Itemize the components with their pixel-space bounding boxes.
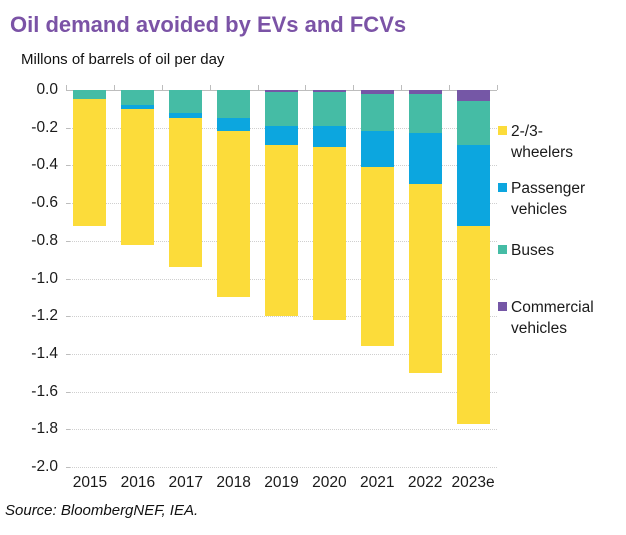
y-tick--1.6 [66,391,70,393]
y-label--1.6: -1.6 [31,382,58,400]
gridline--1.2 [66,316,497,318]
bar-2016-buses [121,90,155,106]
bar-2016-wheelers [121,108,155,245]
bar-2021-commercial [360,90,394,94]
x-tick-3 [209,85,211,90]
legend-swatch-commercial [498,302,507,311]
x-tick-4 [257,85,259,90]
bar-2022-commercial [408,90,442,94]
bar-2022-buses [408,93,442,134]
x-tick-0 [66,85,67,90]
legend-item-commercial: Commercial vehicles [498,297,623,339]
legend-item-wheelers: 2-/3- wheelers [498,121,623,163]
bar-2017-wheelers [169,118,203,268]
source-note: Source: BloombergNEF, IEA. [5,502,199,519]
x-label-2023e: 2023e [451,474,495,491]
gridline--1.4 [66,353,497,355]
y-label--1.4: -1.4 [31,344,58,362]
x-tick-9 [497,85,498,90]
y-label-0.0: 0.0 [36,81,58,98]
y-label--1.2: -1.2 [31,307,58,325]
gridline--1.8 [66,429,497,431]
bar-2020-buses [312,91,346,126]
bar-2020-wheelers [312,146,346,320]
legend-swatch-wheelers [498,126,507,135]
x-label-2019: 2019 [264,474,299,491]
x-label-2015: 2015 [72,474,108,491]
bar-2020-commercial [312,90,346,92]
legend-swatch-buses [498,245,507,254]
x-label-2021: 2021 [360,474,395,491]
x-label-2018: 2018 [216,474,251,491]
bar-2017-buses [169,90,203,113]
y-tick--1.0 [66,278,70,280]
bar-2023e-commercial [456,90,490,102]
x-tick-7 [401,85,403,90]
bar-2019-wheelers [265,144,298,317]
x-label-2022: 2022 [407,474,443,491]
y-tick--1.2 [66,316,70,318]
chart-title: Oil demand avoided by EVs and FCVs [10,12,407,37]
chart-subtitle: Millons of barrels of oil per day [21,51,225,68]
y-label--0.6: -0.6 [31,194,58,212]
bar-2023e-buses [456,101,490,145]
y-tick--0.2 [66,127,70,129]
bar-2022-passenger [408,133,442,185]
gridline--1.6 [66,391,497,393]
x-tick-5 [305,85,307,90]
bar-2021-passenger [360,131,394,168]
legend-label-wheelers: 2-/3- wheelers [511,123,574,161]
legend-item-buses: Buses [498,240,623,261]
bar-2018-buses [217,90,251,119]
y-tick--1.8 [66,429,70,431]
bar-2019-passenger [265,125,298,145]
x-label-2020: 2020 [312,474,347,491]
x-tick-8 [449,85,451,90]
legend-label-buses: Buses [511,242,555,259]
bar-2020-passenger [312,125,346,147]
y-tick-0.0 [66,90,70,91]
y-tick--2.0 [66,467,70,468]
bar-2019-commercial [265,90,298,92]
bar-2021-buses [360,93,394,132]
y-label--0.2: -0.2 [31,118,58,136]
legend-label-commercial: Commercial vehicles [511,299,594,337]
gridline--2.0 [66,467,497,468]
y-label--0.8: -0.8 [31,231,58,249]
y-label--1.0: -1.0 [31,269,58,287]
bar-2021-wheelers [360,167,394,347]
bar-2023e-wheelers [456,225,490,424]
y-tick--0.8 [66,240,70,242]
bar-2018-wheelers [217,131,251,298]
y-label--1.8: -1.8 [31,420,58,438]
legend-item-passenger: Passenger vehicles [498,178,623,220]
bar-2015-buses [73,90,107,100]
x-label-2017: 2017 [168,474,203,491]
legend-label-passenger: Passenger vehicles [511,180,586,218]
y-tick--0.6 [66,203,70,205]
bar-2016-passenger [121,105,155,109]
x-label-2016: 2016 [120,474,156,491]
x-tick-6 [353,85,355,90]
plot-area [66,85,498,468]
y-tick--0.4 [66,165,70,167]
legend-swatch-passenger [498,183,507,192]
bar-2015-wheelers [73,99,107,226]
bar-2023e-passenger [456,144,490,226]
x-tick-2 [161,85,163,90]
bar-2022-wheelers [408,184,442,373]
bar-2019-buses [265,91,298,126]
y-tick--1.4 [66,353,70,355]
bar-2017-passenger [169,112,203,119]
bar-2018-passenger [217,118,251,132]
x-tick-1 [113,85,115,90]
y-label--2.0: -2.0 [31,458,58,475]
y-label--0.4: -0.4 [31,156,58,174]
